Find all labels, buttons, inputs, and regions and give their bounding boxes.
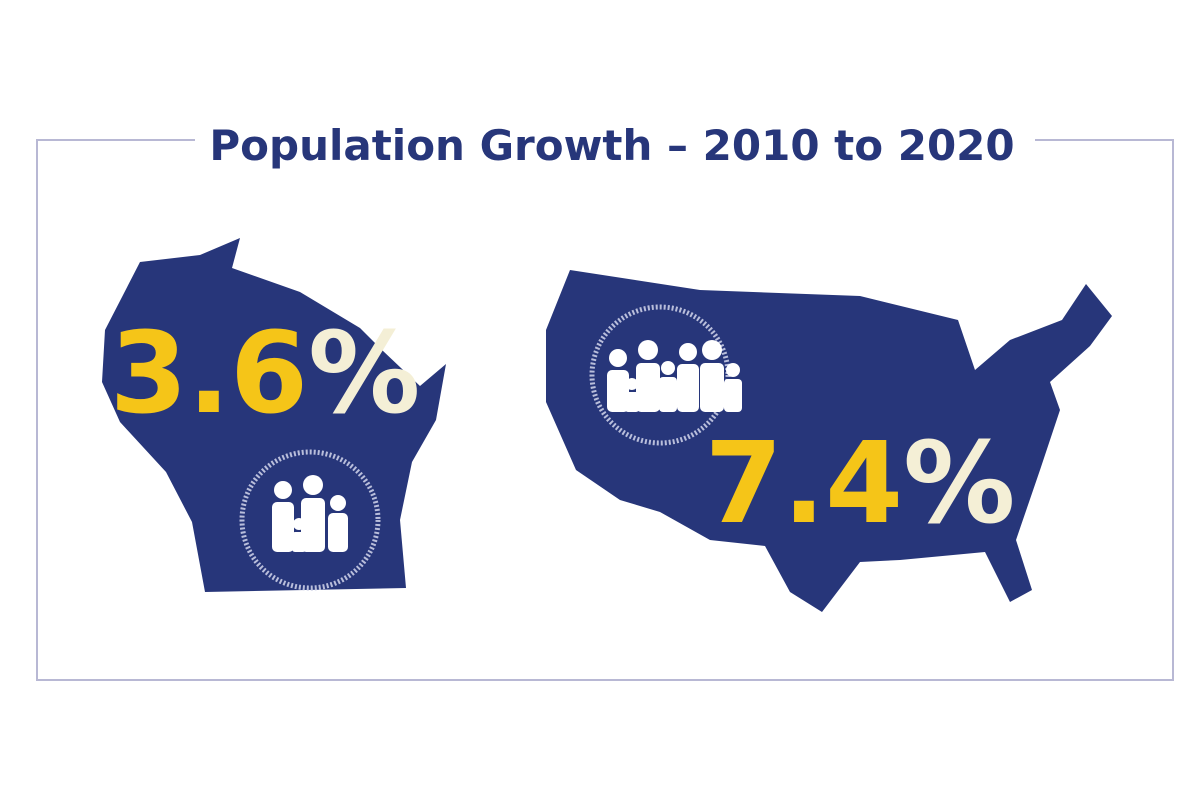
title: Population Growth – 2010 to 2020	[209, 121, 1014, 170]
stat-usa: 7.4%	[705, 419, 1016, 549]
family-icon	[239, 449, 381, 591]
icon-ring	[239, 449, 381, 591]
stat-number: 3.6	[110, 309, 308, 439]
stat-wisconsin: 3.6%	[110, 309, 421, 439]
family-icon	[589, 304, 742, 446]
stat-number: 7.4	[705, 419, 903, 549]
icon-ring	[589, 304, 731, 446]
wisconsin-map	[102, 238, 446, 592]
stat-unit: %	[308, 309, 420, 439]
frame	[36, 139, 1174, 681]
stat-unit: %	[903, 419, 1015, 549]
